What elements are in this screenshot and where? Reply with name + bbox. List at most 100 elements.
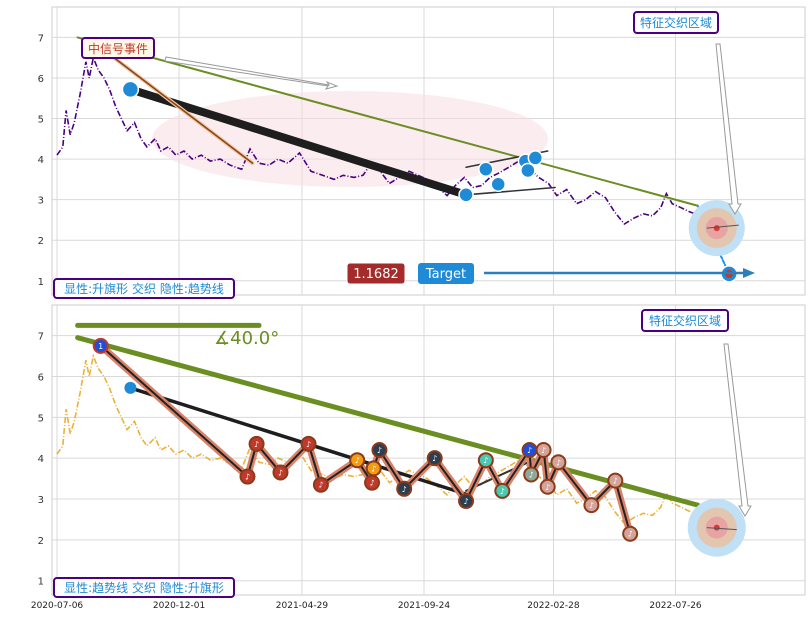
trend-line-thin	[99, 46, 254, 164]
target-zone-tick	[706, 224, 739, 229]
zigzag-node-glyph: ♪	[306, 440, 311, 449]
signal-arrow	[164, 56, 339, 90]
x-tick-label: 2020-07-06	[31, 601, 84, 611]
y-tick-label: 7	[38, 332, 44, 343]
y-tick-label: 1	[38, 277, 44, 288]
pattern-marker	[121, 80, 140, 99]
trend-line-channel-lower	[465, 186, 556, 196]
y-tick-label: 2	[38, 236, 44, 247]
zigzag-node-glyph: ♪	[369, 479, 374, 488]
zigzag-node	[550, 454, 567, 471]
pattern-label-bottom: 显性:趋势线 交织 隐性:升旗形	[53, 577, 235, 598]
x-tick-label: 2021-09-24	[398, 601, 451, 611]
y-tick-label: 3	[38, 495, 44, 506]
zigzag-node	[494, 482, 511, 499]
region-label-text: 特征交织区域	[640, 15, 712, 30]
x-tick-label: 2022-02-28	[527, 601, 580, 611]
pattern-label-text: 显性:升旗形 交织 隐性:趋势线	[64, 281, 224, 296]
zigzag-node-glyph: ♪	[529, 471, 534, 480]
trend-line-trend	[75, 335, 701, 508]
value-badge-text: 1.1682	[353, 267, 399, 282]
y-tick-label: 1	[38, 577, 44, 588]
y-tick-label: 6	[38, 372, 44, 383]
plot-frame	[51, 304, 806, 596]
angle-label: ∡40.0°	[214, 328, 279, 349]
zigzag-node	[92, 337, 109, 354]
zigzag-node-glyph: ♪	[402, 485, 407, 494]
target-arrow-head	[743, 268, 755, 278]
y-tick-label: 5	[38, 115, 44, 126]
zigzag-node-glyph: ♪	[371, 464, 376, 473]
y-tick-label: 2	[38, 536, 44, 547]
region-arrow	[715, 43, 742, 215]
zigzag-node	[272, 464, 289, 481]
pattern-marker	[527, 150, 544, 166]
region-arrow	[723, 343, 752, 517]
zigzag-node	[365, 460, 382, 477]
zigzag-node-glyph: ♪	[377, 446, 382, 455]
target-badge-text: Target	[425, 267, 466, 282]
trend-line-top	[76, 36, 699, 207]
pattern-marker	[478, 161, 494, 178]
y-tick-label: 4	[38, 155, 44, 166]
x-axis: 2020-07-06 2020-12-01 2021-04-29 2021-09-24…	[31, 601, 702, 611]
zigzag-node	[535, 442, 552, 458]
zigzag-node	[396, 480, 413, 497]
zigzag-node	[583, 497, 600, 514]
y-tick-label: 4	[38, 454, 44, 465]
zigzag-node-glyph: ♪	[500, 487, 505, 496]
pattern-marker	[490, 176, 506, 193]
zigzag-node-glyph: ♪	[463, 497, 468, 506]
region-label-top: 特征交织区域	[633, 11, 719, 34]
zigzag-node-glyph: ♪	[318, 481, 323, 490]
zigzag-node	[300, 435, 317, 452]
y-tick-label: 3	[38, 196, 44, 207]
zigzag-node-number: 1	[98, 342, 103, 351]
trend-line-black	[128, 386, 468, 496]
zigzag-node-glyph: ♪	[628, 530, 633, 539]
y-tick-label: 5	[38, 413, 44, 424]
zigzag-node	[607, 472, 624, 489]
zigzag-node	[523, 466, 540, 483]
y-tick-label: 6	[38, 74, 44, 85]
pattern-marker	[458, 187, 474, 203]
signal-event-label: 中信号事件	[81, 37, 155, 59]
zigzag-node	[371, 442, 388, 458]
zigzag-node	[622, 525, 639, 542]
zigzag-node-glyph: ♪	[556, 458, 561, 467]
zigzag-node-glyph: ♪	[278, 468, 283, 477]
y-tick-label: 7	[38, 33, 44, 44]
zigzag-node-glyph: ♪	[589, 501, 594, 510]
zigzag-node-glyph: ♪	[254, 440, 259, 449]
zigzag-node-glyph: ♪	[527, 446, 532, 455]
zigzag-node-glyph: ♪	[545, 483, 550, 492]
zigzag-node-glyph: ♪	[613, 477, 618, 486]
zigzag-node-glyph: ♪	[355, 456, 360, 465]
pattern-label-text: 显性:趋势线 交织 隐性:升旗形	[64, 580, 224, 595]
zigzag-node	[349, 452, 366, 469]
zigzag-node-glyph: ♪	[245, 473, 250, 482]
region-label-text: 特征交织区域	[649, 313, 721, 328]
zigzag-node	[539, 478, 556, 495]
zigzag-node	[239, 468, 256, 485]
value-badge: 1.1682	[346, 262, 406, 285]
target-badge: Target	[418, 263, 474, 284]
zigzag-node	[426, 450, 443, 467]
lower-panel: 1 2 3 4 5 6 7 1 ♪ ♪ ♪ ♪ ♪ ♪ ♪ ♪ ♪ ♪ ♪ ♪ ♪ ♪ ♪ ♪ ♪ ♪ ♪ ♪ ♪ ♪ ∡40.0° 特征交织…	[38, 304, 806, 598]
x-tick-label: 2021-04-29	[276, 601, 329, 611]
target-zone-center	[713, 524, 720, 531]
zigzag-node	[248, 435, 265, 452]
zigzag-node-glyph: ♪	[541, 446, 546, 455]
zigzag-node	[477, 452, 494, 469]
pattern-label-top: 显性:升旗形 交织 隐性:趋势线	[53, 278, 235, 299]
pattern-marker	[520, 162, 536, 179]
zigzag-node	[458, 493, 475, 510]
pattern-marker	[124, 381, 137, 394]
x-tick-label: 2020-12-01	[153, 601, 205, 611]
price-series-line	[56, 54, 696, 226]
signal-event-text: 中信号事件	[88, 41, 148, 56]
zigzag-node-glyph: ♪	[483, 456, 488, 465]
